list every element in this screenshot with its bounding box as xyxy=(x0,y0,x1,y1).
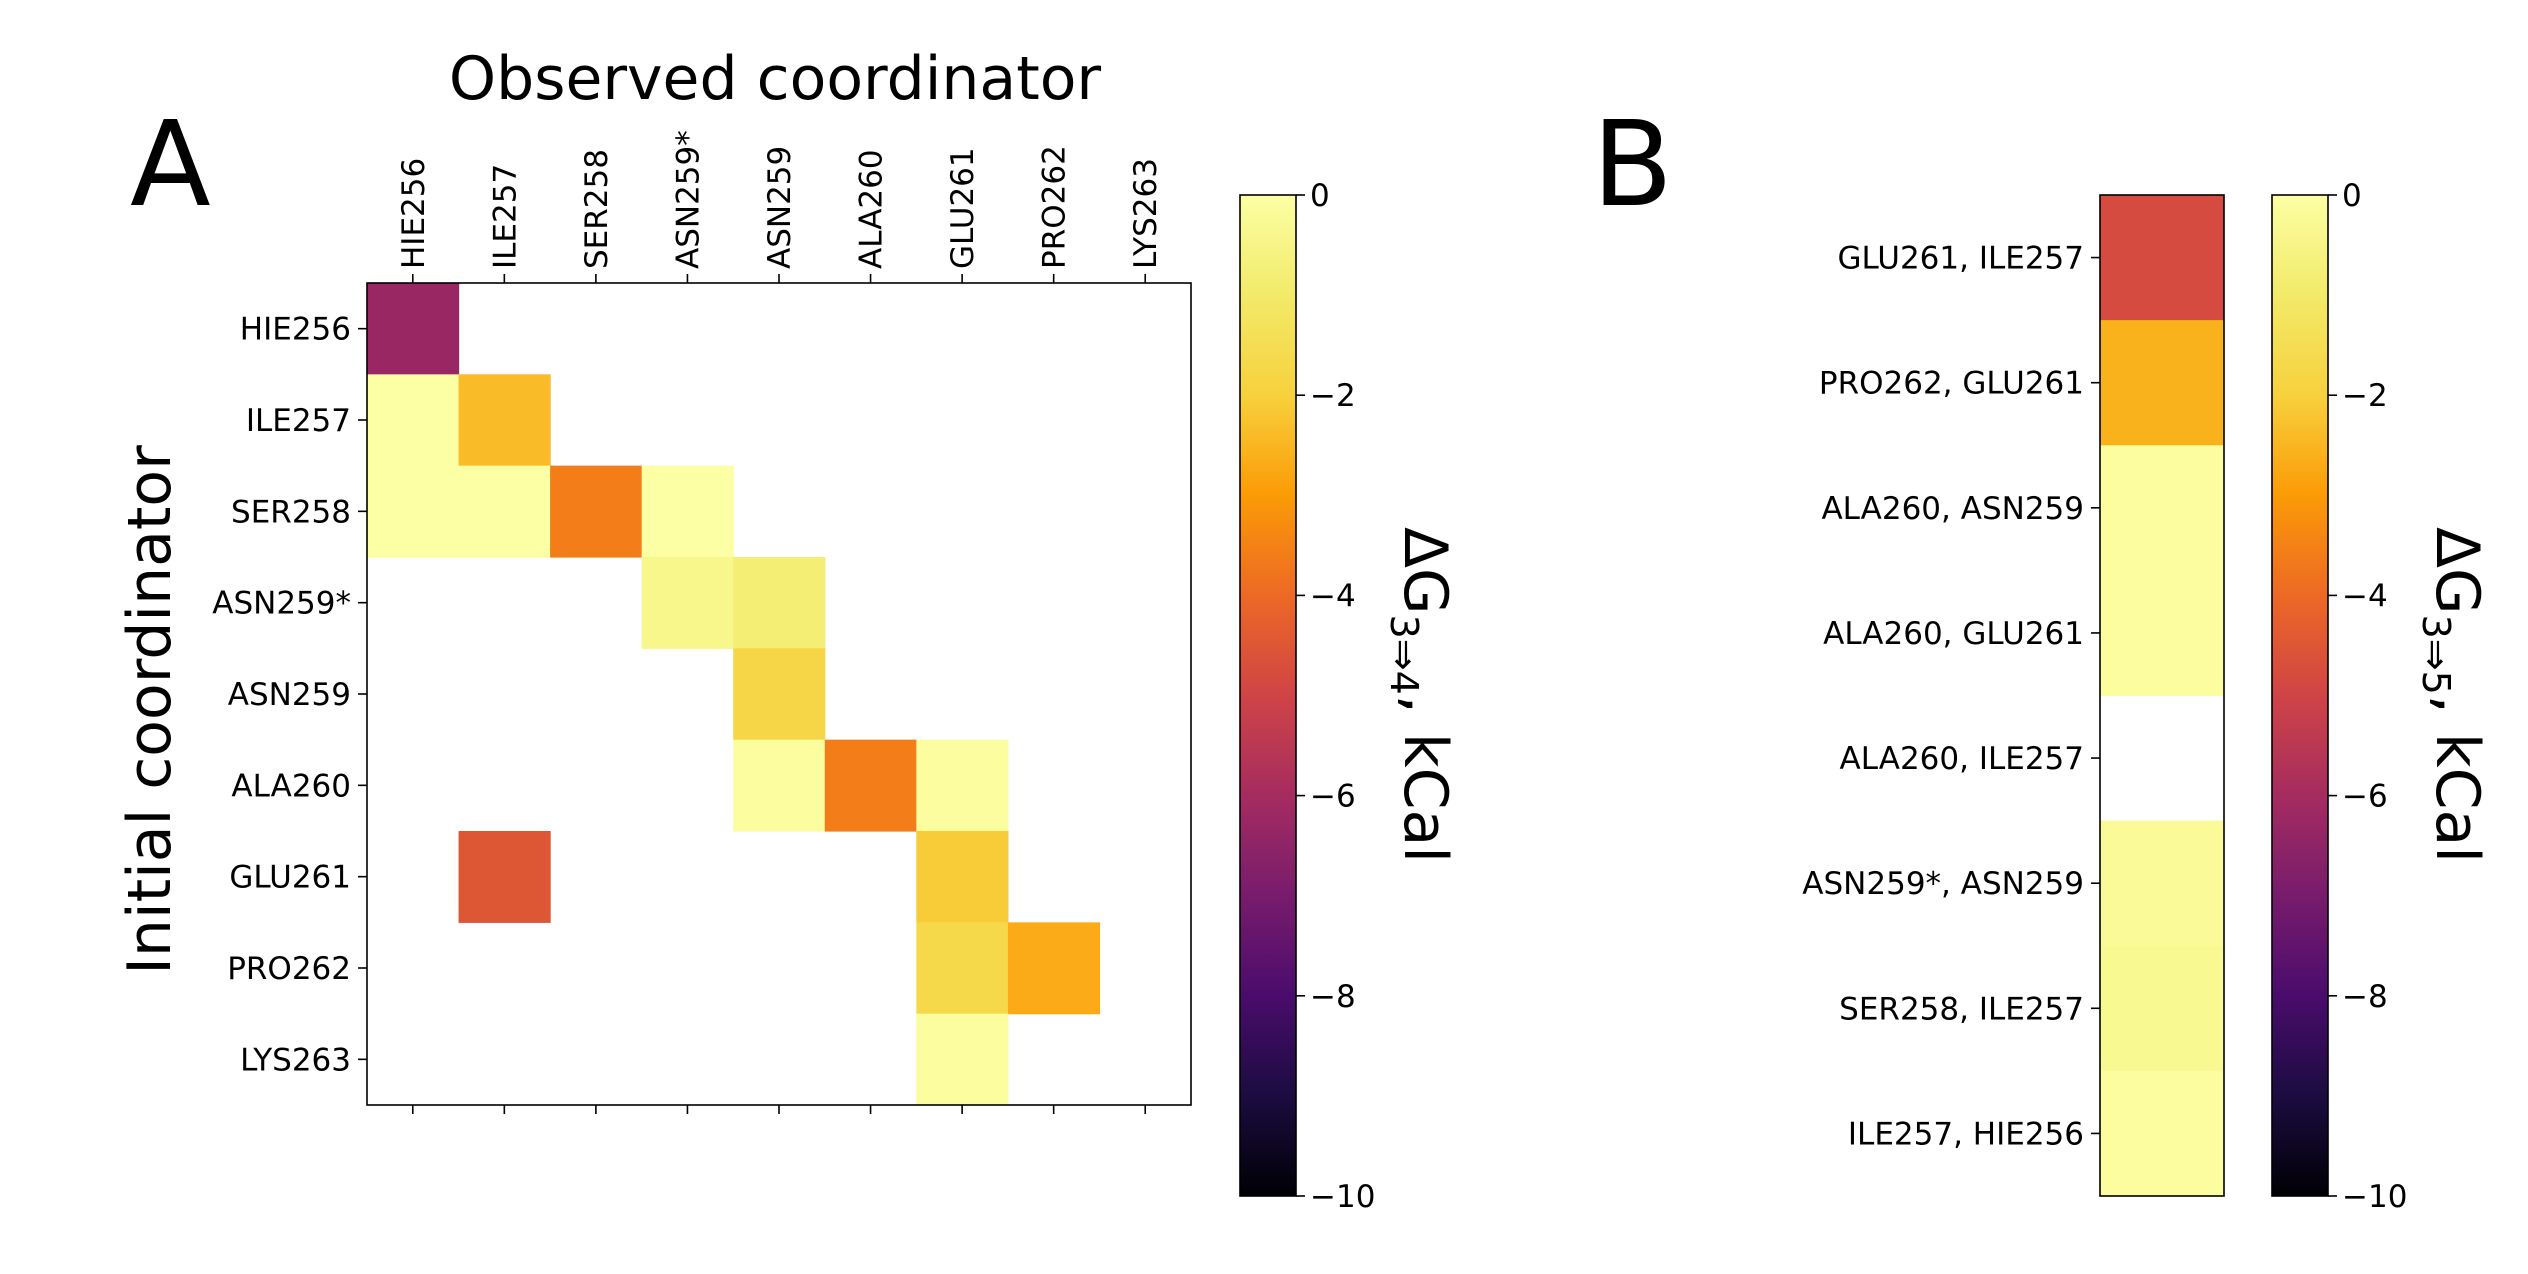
colorbar-tick-label: −8 xyxy=(2342,979,2388,1015)
colorbar-tick-label: 0 xyxy=(1310,178,1330,214)
x-tick-label: ALA260 xyxy=(854,149,890,269)
heatmap-cell xyxy=(458,831,551,923)
y-tick-label: ASN259*, ASN259 xyxy=(1802,866,2084,902)
heatmap-cell xyxy=(641,557,734,649)
heatmap-cell xyxy=(916,1013,1009,1106)
y-tick-label: ALA260, ASN259 xyxy=(1821,491,2084,527)
heatmap-cell xyxy=(367,465,460,558)
colorbar-b-label-sub: 3⇒5 xyxy=(2414,615,2458,695)
heatmap-cell xyxy=(2100,570,2224,697)
heatmap-b-tick-marks xyxy=(2091,256,2100,1135)
colorbar-b xyxy=(2271,194,2329,1197)
x-tick-marks xyxy=(411,274,1147,1114)
x-tick-label: SER258 xyxy=(579,149,615,269)
y-tick-label: ILE257, HIE256 xyxy=(1848,1116,2084,1152)
heatmap-cell xyxy=(1007,922,1101,1015)
y-tick-label: PRO262 xyxy=(227,951,351,987)
heatmap-b-frame xyxy=(2099,194,2225,1197)
colorbar-b-label-main: ΔG xyxy=(2422,527,2492,615)
colorbar-tick-label: −2 xyxy=(1310,378,1356,414)
y-tick-marks xyxy=(358,327,367,1061)
colorbar-b-tick-labels: 0 −2 −4 −6 −8 −10 xyxy=(2342,178,2407,1215)
heatmap-cell xyxy=(916,831,1009,923)
heatmap-cell xyxy=(916,739,1009,832)
y-tick-label: GLU261 xyxy=(229,860,351,896)
heatmap-cell xyxy=(733,557,826,649)
colorbar-tick-label: −2 xyxy=(2342,378,2388,414)
x-tick-labels: HIE256 ILE257 SER258 ASN259* ASN259 ALA2… xyxy=(396,130,1164,269)
y-tick-label: SER258 xyxy=(231,494,351,530)
y-tick-label: LYS263 xyxy=(240,1042,351,1078)
heatmap-cell xyxy=(367,374,460,467)
y-tick-label: ALA260, ILE257 xyxy=(1840,741,2084,777)
heatmap-cell xyxy=(2100,320,2224,446)
heatmap-cell xyxy=(733,648,826,741)
y-axis-title: Initial coordinator xyxy=(115,445,185,975)
y-tick-label: PRO262, GLU261 xyxy=(1819,366,2084,402)
colorbar-tick-label: −6 xyxy=(1310,779,1356,815)
heatmap-cell xyxy=(2100,945,2224,1072)
colorbar-a xyxy=(1239,194,1297,1197)
heatmap-cell xyxy=(2100,445,2224,571)
y-tick-label: SER258, ILE257 xyxy=(1839,991,2084,1027)
colorbar-a-ticks xyxy=(1296,194,1305,1197)
heatmap-cell xyxy=(2100,820,2224,947)
x-tick-label: PRO262 xyxy=(1037,145,1073,269)
y-tick-label: ALA260, GLU261 xyxy=(1823,616,2084,652)
colorbar-b-label-tail: , kCal xyxy=(2422,695,2492,863)
x-tick-label: ASN259 xyxy=(762,146,798,269)
heatmap-cell xyxy=(916,922,1009,1015)
heatmap-cell xyxy=(2100,1070,2224,1197)
y-tick-label: ILE257 xyxy=(246,403,351,439)
y-tick-label: GLU261, ILE257 xyxy=(1838,241,2085,277)
y-tick-label: ASN259 xyxy=(228,677,351,713)
colorbar-tick-label: −4 xyxy=(2342,578,2388,614)
y-tick-label: ASN259* xyxy=(212,586,351,622)
heatmap-cell xyxy=(458,465,551,558)
x-tick-label: HIE256 xyxy=(396,158,432,269)
x-axis-title: Observed coordinator xyxy=(449,44,1102,114)
colorbar-a-label: ΔG3⇒4, kCal xyxy=(1382,527,1460,863)
heatmap-b-tick-labels: GLU261, ILE257 PRO262, GLU261 ALA260, AS… xyxy=(1802,241,2084,1153)
heatmap-cell xyxy=(641,465,734,558)
colorbar-b-label: ΔG3⇒5, kCal xyxy=(2414,527,2492,863)
panel-a: A Observed coordinator Initial coordinat… xyxy=(115,44,1460,1215)
panel-b: B GLU261, ILE257 PRO262, GLU261 ALA260, … xyxy=(1592,95,2492,1215)
colorbar-a-tick-labels: 0 −2 −4 −6 −8 −10 xyxy=(1310,178,1375,1215)
x-tick-label: ILE257 xyxy=(487,164,523,269)
panel-b-label: B xyxy=(1592,95,1673,233)
heatmap-cell xyxy=(458,374,551,467)
colorbar-tick-label: −10 xyxy=(1310,1179,1375,1215)
heatmap-cell xyxy=(550,465,643,558)
y-tick-labels: HIE256 ILE257 SER258 ASN259* ASN259 ALA2… xyxy=(212,312,351,1079)
heatmap-cells xyxy=(367,283,1101,1106)
colorbar-a-label-sub: 3⇒4 xyxy=(1382,615,1426,695)
x-tick-label: LYS263 xyxy=(1128,158,1164,269)
heatmap-cell xyxy=(733,739,826,832)
x-tick-label: ASN259* xyxy=(670,130,706,269)
colorbar-a-label-main: ΔG xyxy=(1390,527,1460,615)
heatmap-cell xyxy=(2100,195,2224,321)
x-tick-label: GLU261 xyxy=(945,147,981,269)
heatmap-cell xyxy=(367,283,460,375)
colorbar-tick-label: −6 xyxy=(2342,779,2388,815)
heatmap-b-cells xyxy=(2100,195,2224,1197)
panel-a-label: A xyxy=(130,95,211,233)
colorbar-tick-label: −10 xyxy=(2342,1179,2407,1215)
colorbar-b-ticks xyxy=(2328,194,2337,1197)
colorbar-tick-label: 0 xyxy=(2342,178,2362,214)
colorbar-tick-label: −4 xyxy=(1310,578,1356,614)
heatmap-cell xyxy=(824,739,917,832)
y-tick-label: ALA260 xyxy=(231,768,351,804)
y-tick-label: HIE256 xyxy=(240,312,351,348)
colorbar-a-label-tail: , kCal xyxy=(1390,695,1460,863)
colorbar-tick-label: −8 xyxy=(1310,979,1356,1015)
